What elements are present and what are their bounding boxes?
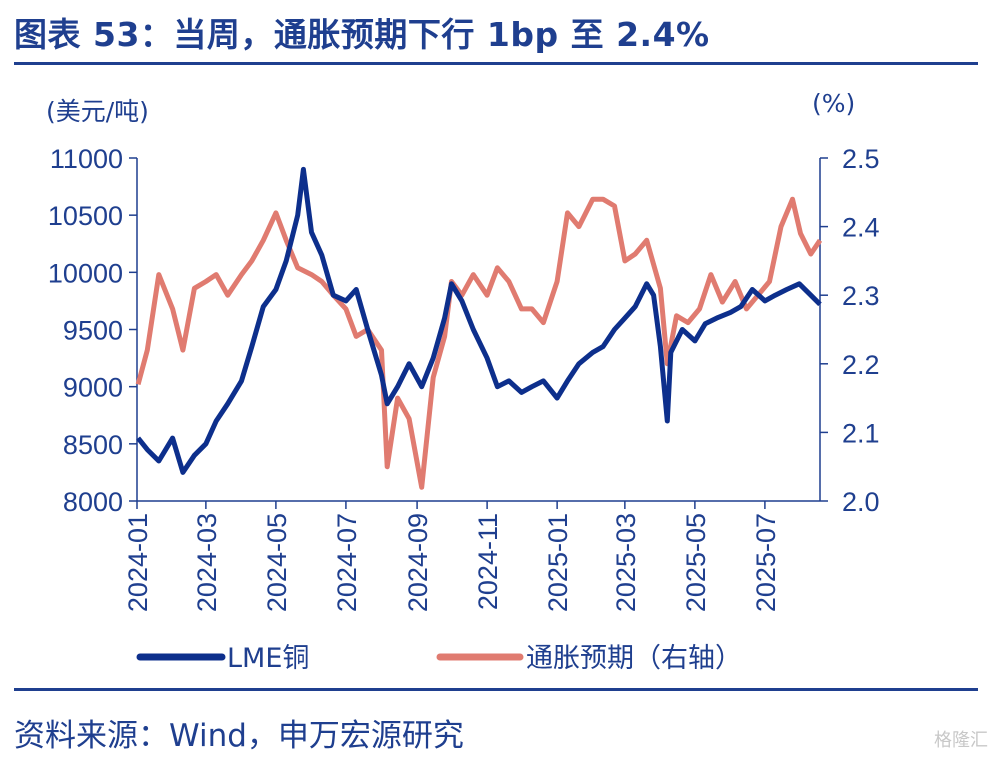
right-tick-label: 2.3 <box>842 281 880 311</box>
page-title: 图表 53：当周，通胀预期下行 1bp 至 2.4% <box>14 15 710 54</box>
legend: LME铜 通胀预期（右轴） <box>136 643 742 674</box>
x-tick-label: 2024-05 <box>262 513 292 612</box>
x-tick-label: 2025-03 <box>611 513 641 612</box>
series-line-copper <box>136 166 822 475</box>
right-tick-label: 2.1 <box>842 418 880 448</box>
left-tick-label: 11000 <box>50 144 123 174</box>
x-axis-ticks: 2024-01 2024-03 2024-05 2024-07 2024-09 2024-… <box>123 501 781 612</box>
left-axis-ticks: 8000 8500 9000 9500 10000 10500 11000 <box>48 144 137 517</box>
right-tick-label: 2.2 <box>842 350 880 380</box>
x-tick-label: 2024-09 <box>403 513 433 612</box>
right-tick-label: 2.4 <box>842 213 880 243</box>
left-tick-label: 10500 <box>48 201 123 231</box>
x-tick-label: 2024-07 <box>332 513 362 612</box>
chart: (美元/吨) (%) 8000 8500 9000 9500 10000 10500 110… <box>46 89 880 674</box>
x-tick-label: 2024-11 <box>473 513 503 610</box>
left-axis-unit: (美元/吨) <box>46 97 149 126</box>
x-tick-label: 2024-01 <box>123 513 153 612</box>
watermark-logo: 格隆汇 <box>934 730 988 751</box>
right-tick-label: 2.0 <box>842 487 880 517</box>
source-note: 资料来源：Wind，申万宏源研究 <box>14 718 464 754</box>
left-tick-label: 10000 <box>48 258 123 288</box>
x-tick-label: 2025-07 <box>751 513 781 612</box>
left-tick-label: 8500 <box>63 430 123 460</box>
legend-label-inflation: 通胀预期（右轴） <box>526 643 742 674</box>
x-tick-label: 2025-01 <box>543 513 573 612</box>
legend-label-copper: LME铜 <box>227 643 309 674</box>
x-tick-label: 2025-05 <box>681 513 711 612</box>
source-divider <box>14 688 978 691</box>
x-tick-label: 2024-03 <box>192 513 222 612</box>
left-tick-label: 9000 <box>63 373 123 403</box>
left-tick-label: 9500 <box>63 316 123 346</box>
left-tick-label: 8000 <box>63 487 123 517</box>
right-axis-ticks: 2.0 2.1 2.2 2.3 2.4 2.5 <box>820 144 880 517</box>
right-axis-unit: (%) <box>812 89 855 118</box>
title-divider <box>14 62 978 65</box>
right-tick-label: 2.5 <box>842 144 880 174</box>
series-line-inflation <box>135 196 823 490</box>
